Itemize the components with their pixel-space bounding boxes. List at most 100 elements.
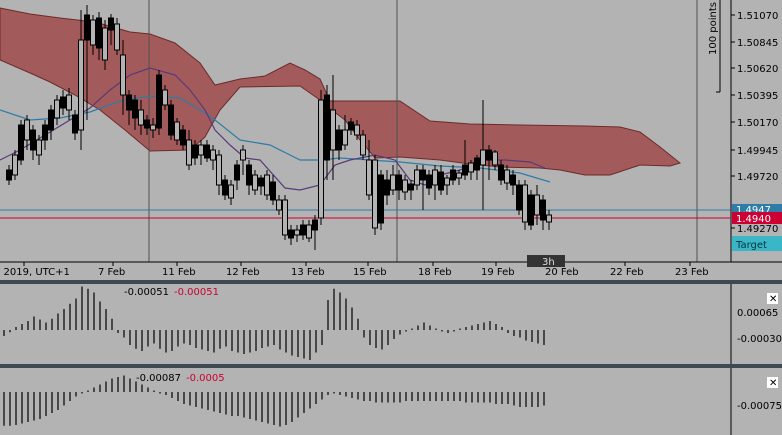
candle-body bbox=[336, 129, 342, 151]
timeframe-badge-bg[interactable] bbox=[527, 255, 565, 267]
candle-body bbox=[198, 144, 204, 156]
close-pane-icon[interactable] bbox=[767, 293, 778, 304]
indicator-2-pane[interactable]: -0.00087 -0.0005 -0.00075 ✕ bbox=[0, 368, 782, 435]
candle-body bbox=[48, 109, 54, 131]
scale-label: 100 points bbox=[708, 2, 719, 55]
candle-body bbox=[144, 119, 150, 129]
candle-body bbox=[408, 183, 414, 191]
pane-separator[interactable] bbox=[0, 280, 782, 284]
candle-body bbox=[222, 179, 228, 196]
candle-body bbox=[504, 169, 510, 184]
timeframe-badge[interactable]: 3h bbox=[542, 257, 555, 268]
candle-body bbox=[366, 159, 372, 196]
candle-body bbox=[276, 199, 282, 211]
candle-body bbox=[474, 157, 480, 171]
close-pane-icon[interactable] bbox=[767, 377, 778, 388]
indicator-2-value-1: -0.00087 bbox=[136, 373, 181, 384]
candle-body bbox=[126, 94, 132, 111]
candle-body bbox=[342, 129, 348, 146]
candle-body bbox=[402, 179, 408, 193]
candle-body bbox=[312, 219, 318, 231]
main-chart-pane[interactable]: 1.51070 1.50845 1.50620 1.50395 1.50170 1.499… bbox=[0, 0, 782, 280]
price-label: 1.50620 bbox=[737, 64, 778, 75]
time-label: 15 Feb bbox=[353, 267, 387, 278]
candle-body bbox=[270, 181, 276, 201]
price-tag-1-bg bbox=[732, 204, 782, 215]
price-label: 1.49945 bbox=[737, 146, 778, 157]
candle-body bbox=[480, 149, 486, 166]
pane-separator[interactable] bbox=[0, 364, 782, 368]
price-axis: 1.51070 1.50845 1.50620 1.50395 1.50170 1.499… bbox=[731, 11, 778, 235]
candle-body bbox=[438, 171, 444, 191]
candle-body bbox=[174, 121, 180, 141]
candle-body bbox=[84, 14, 90, 41]
price-label: 1.49720 bbox=[737, 172, 778, 183]
candle-body bbox=[264, 174, 270, 196]
indicator-1-histogram bbox=[3, 286, 545, 360]
candle-body bbox=[360, 134, 366, 156]
candle-body bbox=[42, 124, 48, 141]
time-label: 23 Feb bbox=[675, 267, 709, 278]
indicator-1-pane[interactable]: -0.00051 -0.00051 0.00065 -0.00030 ✕ bbox=[0, 284, 782, 364]
candle-body bbox=[24, 119, 30, 141]
target-bg[interactable] bbox=[732, 236, 782, 251]
candle-body bbox=[66, 94, 72, 111]
candle-body bbox=[120, 54, 126, 96]
candle-body bbox=[30, 129, 36, 151]
candle-body bbox=[168, 104, 174, 136]
target-label[interactable]: Target bbox=[735, 240, 767, 251]
candle-body bbox=[114, 23, 120, 51]
candle-body bbox=[324, 94, 330, 161]
candle-body bbox=[252, 174, 258, 191]
candle-body bbox=[294, 229, 300, 236]
candle-body bbox=[12, 154, 18, 176]
candlesticks bbox=[6, 5, 552, 250]
candle-body bbox=[60, 96, 66, 109]
candle-body bbox=[486, 149, 492, 161]
close-pane-x[interactable]: ✕ bbox=[769, 378, 777, 389]
candle-body bbox=[318, 99, 324, 219]
candle-body bbox=[450, 169, 456, 181]
candle-body bbox=[354, 124, 360, 136]
candle-body bbox=[378, 174, 384, 224]
blue-line bbox=[0, 95, 551, 183]
candle-body bbox=[192, 144, 198, 159]
price-chart[interactable]: 1.51070 1.50845 1.50620 1.50395 1.50170 1.499… bbox=[0, 0, 782, 280]
indicator-1-value-2: -0.00051 bbox=[174, 287, 219, 298]
time-label: 12 Feb bbox=[226, 267, 260, 278]
price-label: 1.51070 bbox=[737, 11, 778, 22]
candle-body bbox=[228, 184, 234, 199]
candle-body bbox=[96, 17, 102, 49]
candle-body bbox=[372, 159, 378, 229]
close-pane-x[interactable]: ✕ bbox=[769, 294, 777, 305]
price-label: 1.50395 bbox=[737, 91, 778, 102]
candle-body bbox=[540, 199, 546, 221]
candle-body bbox=[210, 149, 216, 161]
candle-body bbox=[72, 114, 78, 134]
time-label: 13 Feb bbox=[291, 267, 325, 278]
candle-body bbox=[420, 169, 426, 181]
candle-body bbox=[54, 99, 60, 119]
price-label: 1.49270 bbox=[737, 224, 778, 235]
candle-body bbox=[516, 184, 522, 211]
time-label: 22 Feb bbox=[610, 267, 644, 278]
price-label: 1.50170 bbox=[737, 118, 778, 129]
candle-body bbox=[300, 224, 306, 236]
candle-body bbox=[444, 177, 450, 186]
candle-body bbox=[522, 184, 528, 223]
indicator-1-chart[interactable]: -0.00051 -0.00051 0.00065 -0.00030 ✕ bbox=[0, 284, 782, 364]
candle-body bbox=[234, 164, 240, 181]
candle-body bbox=[90, 19, 96, 46]
candle-body bbox=[390, 174, 396, 191]
candle-body bbox=[492, 151, 498, 166]
candle-body bbox=[384, 179, 390, 196]
time-label: 18 Feb bbox=[418, 267, 452, 278]
indicator-2-chart[interactable]: -0.00087 -0.0005 -0.00075 ✕ bbox=[0, 368, 782, 435]
candle-body bbox=[180, 129, 186, 146]
price-label: 1.50845 bbox=[737, 38, 778, 49]
candle-body bbox=[510, 174, 516, 186]
time-label: 7 Feb bbox=[98, 267, 125, 278]
price-tag-2-bg bbox=[732, 212, 782, 224]
indicator-1-value-1: -0.00051 bbox=[124, 287, 169, 298]
candle-body bbox=[36, 139, 42, 156]
